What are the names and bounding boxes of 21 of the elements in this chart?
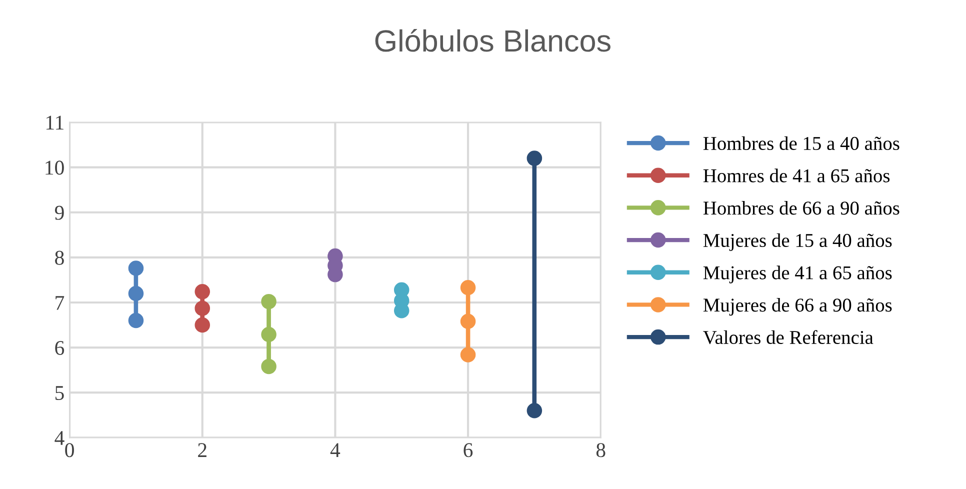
y-tick-label: 11 (46, 116, 64, 130)
legend-label: Hombres de 15 a 40 años (703, 136, 900, 150)
y-tick-label: 5 (55, 386, 64, 400)
legend-label: Mujeres de 41 a 65 años (703, 266, 892, 284)
x-tick-label: 4 (330, 443, 340, 457)
y-tick-label: 10 (46, 160, 64, 175)
x-tick-label: 2 (198, 443, 206, 457)
x-tick-label: 8 (596, 443, 606, 458)
legend-label: Homres de 41 a 65 años (703, 168, 890, 182)
legend-label: Valores de Referencia (703, 330, 874, 344)
y-tick-label: 8 (55, 250, 64, 265)
legend-label: Hombres de 66 a 90 años (703, 201, 900, 215)
legend-label: Mujeres de 66 a 90 años (703, 298, 892, 316)
y-tick-label: 7 (56, 296, 64, 310)
y-tick-label: 6 (55, 340, 64, 355)
x-tick-label: 0 (65, 443, 74, 458)
y-tick-label: 9 (54, 206, 64, 220)
x-tick-label: 6 (464, 443, 473, 458)
legend-label: Mujeres de 15 a 40 años (703, 233, 892, 251)
y-tick-label: 4 (54, 431, 64, 445)
chart-title: Glóbulos Blancos (375, 28, 610, 52)
